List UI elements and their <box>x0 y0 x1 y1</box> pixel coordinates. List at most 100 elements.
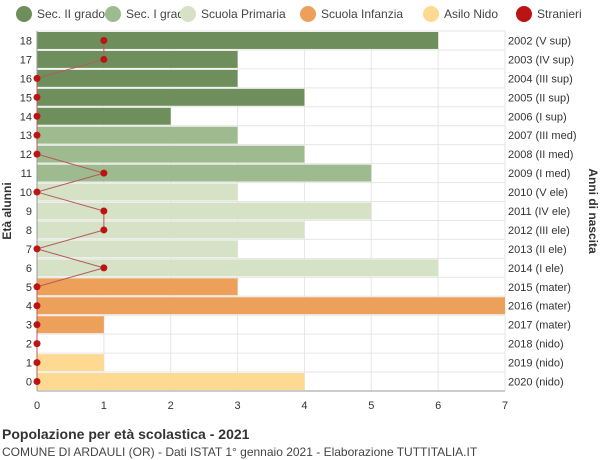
chart-subtitle: COMUNE DI ARDAULI (OR) - Dati ISTAT 1° g… <box>2 445 478 459</box>
y-tick-label-year: 2008 (II med) <box>508 149 573 161</box>
bar <box>37 69 238 87</box>
bar <box>37 164 372 182</box>
y-tick-label-year: 2010 (V ele) <box>508 187 568 199</box>
y-tick-label-year: 2017 (mater) <box>508 320 571 332</box>
legend-item: Sec. II grado <box>16 6 105 22</box>
stranieri-point <box>100 169 108 177</box>
x-tick-label: 7 <box>502 400 508 412</box>
y-tick-label-year: 2005 (II sup) <box>508 92 570 104</box>
bar <box>37 50 238 68</box>
y-tick-label-year: 2018 (nido) <box>508 339 564 351</box>
legend-label: Stranieri <box>537 7 582 21</box>
y-tick-label-year: 2011 (IV ele) <box>508 206 570 218</box>
stranieri-point <box>100 36 108 44</box>
y-tick-label-year: 2014 (I ele) <box>508 263 564 275</box>
y-tick-label-year: 2004 (III sup) <box>508 73 573 85</box>
y-tick-label-age: 18 <box>20 35 32 47</box>
y-tick-label-year: 2016 (mater) <box>508 301 571 313</box>
bar <box>37 278 238 296</box>
stranieri-point <box>100 226 108 234</box>
legend-item: Scuola Primaria <box>180 6 286 22</box>
x-tick-label: 1 <box>101 400 107 412</box>
stranieri-point <box>33 74 41 82</box>
y-axis-title-right: Anni di nascita <box>586 168 600 254</box>
stranieri-point <box>33 321 41 329</box>
y-tick-label-year: 2003 (IV sup) <box>508 54 574 66</box>
chart-title: Popolazione per età scolastica - 2021 <box>2 426 250 442</box>
legend-label: Sec. I grado <box>126 7 191 21</box>
x-tick-label: 2 <box>168 400 174 412</box>
bar <box>37 316 104 334</box>
bar <box>37 373 305 390</box>
stranieri-point <box>33 112 41 120</box>
y-tick-label-age: 8 <box>26 225 32 237</box>
stranieri-point <box>33 302 41 310</box>
y-tick-label-age: 2 <box>26 339 32 351</box>
legend-item: Stranieri <box>516 6 582 22</box>
stranieri-point <box>33 150 41 158</box>
bar <box>37 126 238 144</box>
x-tick-label: 6 <box>435 400 441 412</box>
y-tick-label-year: 2006 (I sup) <box>508 111 567 123</box>
y-tick-label-age: 5 <box>26 282 32 294</box>
legend-swatch <box>423 6 439 22</box>
y-axis-title-left: Età alunni <box>0 182 14 239</box>
y-tick-label-age: 10 <box>20 187 32 199</box>
y-tick-label-year: 2012 (III ele) <box>508 225 570 237</box>
stranieri-point <box>33 283 41 291</box>
y-tick-label-year: 2009 (I med) <box>508 168 570 180</box>
bar <box>37 354 104 372</box>
y-tick-label-age: 6 <box>26 263 32 275</box>
stranieri-point <box>33 359 41 367</box>
legend-label: Scuola Infanzia <box>321 7 404 21</box>
legend-swatch <box>516 6 532 22</box>
x-tick-label: 5 <box>368 400 374 412</box>
y-tick-label-age: 14 <box>20 111 32 123</box>
stranieri-point <box>33 131 41 139</box>
y-tick-label-year: 2019 (nido) <box>508 358 564 370</box>
y-tick-label-age: 4 <box>26 301 32 313</box>
y-tick-label-year: 2015 (mater) <box>508 282 571 294</box>
y-tick-label-age: 13 <box>20 130 32 142</box>
y-tick-label-year: 2020 (nido) <box>508 377 564 389</box>
y-tick-label-age: 3 <box>26 320 32 332</box>
bar <box>37 240 238 258</box>
y-tick-label-year: 2013 (II ele) <box>508 244 567 256</box>
y-tick-label-age: 11 <box>21 168 32 180</box>
legend-swatch <box>16 6 32 22</box>
legend-label: Sec. II grado <box>37 7 106 21</box>
bar <box>37 145 305 163</box>
bar <box>37 202 372 220</box>
legend-swatch <box>105 6 121 22</box>
legend-item: Sec. I grado <box>105 6 191 22</box>
y-tick-label-age: 12 <box>20 149 32 161</box>
stranieri-point <box>33 188 41 196</box>
stranieri-point <box>100 264 108 272</box>
stranieri-point <box>100 55 108 63</box>
x-tick-label: 3 <box>235 400 241 412</box>
bar <box>37 183 238 201</box>
y-tick-label-age: 15 <box>20 92 32 104</box>
stranieri-point <box>33 93 41 101</box>
legend-label: Scuola Primaria <box>201 7 286 21</box>
bar <box>37 221 305 239</box>
stranieri-point <box>33 245 41 253</box>
y-tick-label-year: 2002 (V sup) <box>508 35 571 47</box>
stranieri-point <box>33 340 41 348</box>
y-tick-label-age: 1 <box>26 358 32 370</box>
y-tick-label-age: 16 <box>20 73 32 85</box>
x-tick-label: 0 <box>34 400 40 412</box>
legend-swatch <box>300 6 316 22</box>
bar <box>37 259 439 277</box>
bar <box>37 32 439 49</box>
y-tick-label-age: 9 <box>26 206 32 218</box>
legend-item: Scuola Infanzia <box>300 6 403 22</box>
legend-label: Asilo Nido <box>444 7 499 21</box>
legend-item: Asilo Nido <box>423 6 498 22</box>
stranieri-point <box>33 378 41 386</box>
y-tick-label-age: 0 <box>26 377 32 389</box>
y-tick-label-year: 2007 (III med) <box>508 130 576 142</box>
legend-swatch <box>180 6 196 22</box>
chart-legend: Sec. II grado Sec. I grado Scuola Primaria… <box>0 6 600 26</box>
